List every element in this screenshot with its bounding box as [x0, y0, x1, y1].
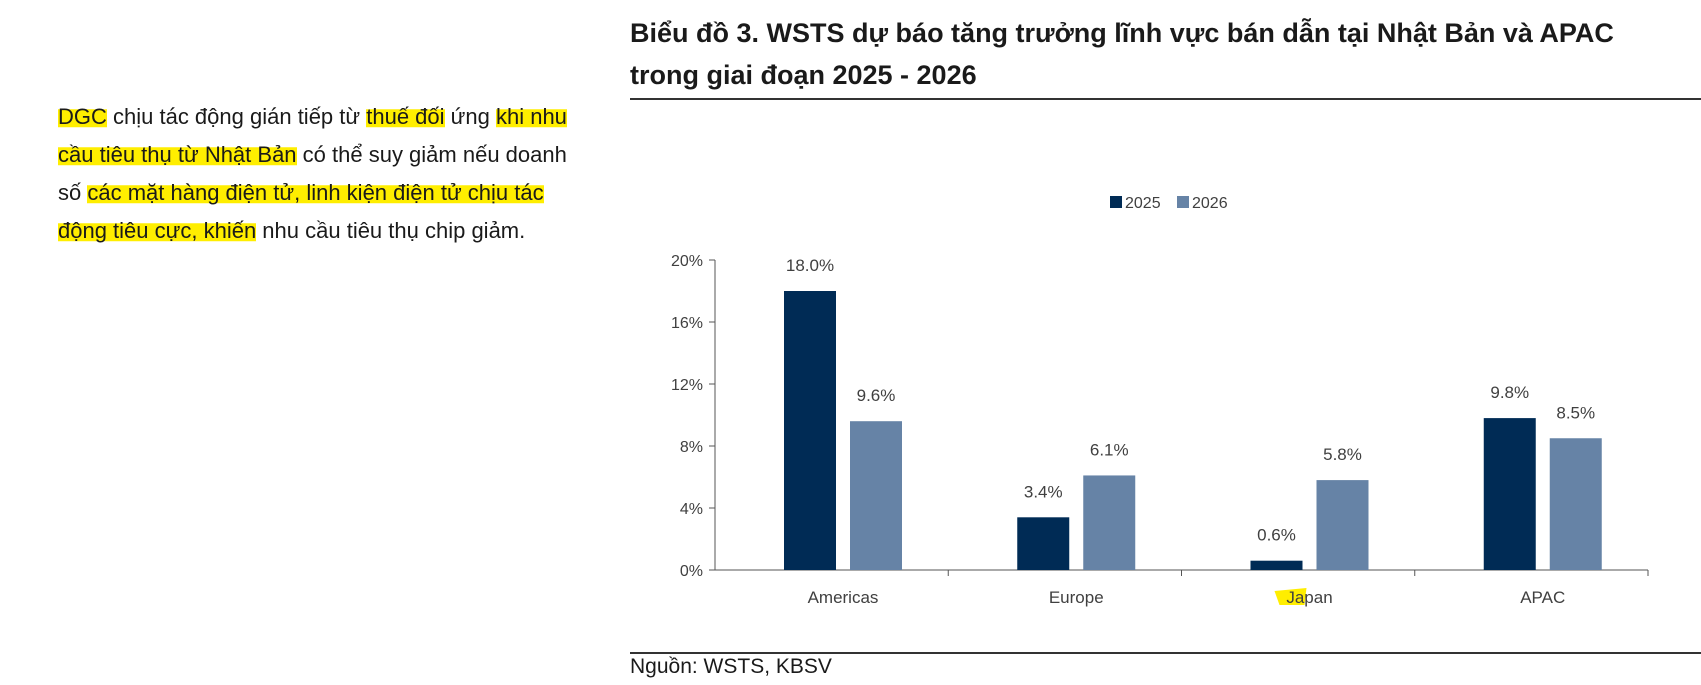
commentary-text: DGC chịu tác động gián tiếp từ thuế đối …: [58, 98, 578, 250]
bar-2025-apac: [1483, 418, 1536, 570]
bar-2026-europe: [1083, 475, 1136, 570]
legend-swatch-2026: [1177, 196, 1189, 208]
data-label: 9.6%: [857, 386, 896, 405]
category-label: Europe: [1049, 588, 1104, 607]
bar-2025-americas: [784, 291, 836, 570]
bar-2026-apac: [1549, 438, 1602, 570]
category-label: APAC: [1520, 588, 1565, 607]
legend-label: 2025: [1125, 195, 1161, 212]
legend-swatch-2025: [1110, 196, 1122, 208]
highlighted-text: thuế đối: [366, 104, 445, 129]
bar-2025-japan: [1250, 560, 1303, 570]
legend-label: 2026: [1192, 195, 1228, 212]
highlighted-text: DGC: [58, 104, 107, 129]
category-label: Japan: [1286, 588, 1332, 607]
data-label: 3.4%: [1024, 482, 1063, 501]
bar-2026-americas: [850, 421, 902, 570]
y-tick-label: 16%: [671, 315, 703, 332]
data-label: 6.1%: [1090, 440, 1129, 459]
data-label: 9.8%: [1490, 383, 1529, 402]
data-label: 5.8%: [1323, 445, 1362, 464]
source-divider: [630, 652, 1701, 654]
y-tick-label: 20%: [671, 253, 703, 270]
text-segment: có thể suy giảm nếu doanh số: [58, 142, 567, 205]
bar-2025-europe: [1017, 517, 1070, 570]
data-label: 8.5%: [1556, 403, 1595, 422]
y-tick-label: 0%: [680, 563, 703, 580]
chart-title: Biểu đồ 3. WSTS dự báo tăng trưởng lĩnh …: [630, 18, 1614, 90]
y-tick-label: 12%: [671, 377, 703, 394]
text-segment: nhu cầu tiêu thụ chip giảm.: [256, 218, 526, 243]
data-label: 18.0%: [786, 256, 834, 275]
y-tick-label: 8%: [680, 439, 703, 456]
text-segment: ứng: [444, 104, 496, 129]
text-segment: chịu tác động gián tiếp từ: [106, 104, 367, 129]
data-label: 0.6%: [1257, 526, 1296, 545]
y-tick-label: 4%: [680, 501, 703, 518]
title-divider: [630, 98, 1701, 100]
bar-2026-japan: [1316, 480, 1369, 570]
source-note: Nguồn: WSTS, KBSV: [630, 655, 832, 678]
category-highlight: [1274, 588, 1307, 605]
category-label: Americas: [808, 588, 879, 607]
